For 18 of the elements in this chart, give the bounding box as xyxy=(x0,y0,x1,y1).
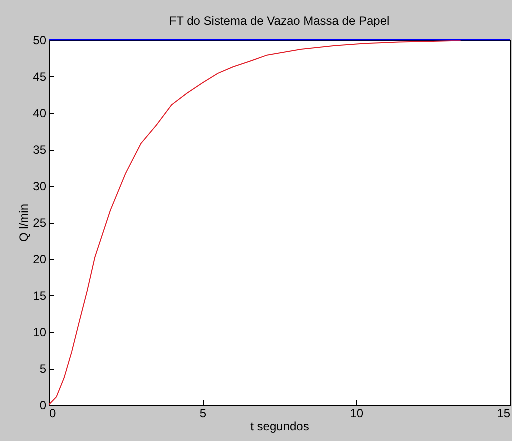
y-tick-label: 45 xyxy=(33,70,47,84)
x-tick-label: 5 xyxy=(200,406,207,420)
y-axis-title: Q l/min xyxy=(17,204,32,242)
y-tick-label: 35 xyxy=(33,143,47,157)
x-tick-label: 15 xyxy=(497,406,511,420)
y-tick-label: 30 xyxy=(33,180,47,194)
y-tick-label: 50 xyxy=(33,34,47,48)
y-tick-label: 15 xyxy=(33,289,47,303)
x-axis-title: t segundos xyxy=(250,420,310,434)
chart-title: FT do Sistema de Vazao Massa de Papel xyxy=(169,14,390,28)
y-tick-label: 25 xyxy=(33,216,47,230)
line-series xyxy=(49,40,462,405)
x-tick-label: 10 xyxy=(350,406,364,420)
y-tick-label: 5 xyxy=(40,362,47,376)
y-tick-label: 10 xyxy=(33,326,47,340)
x-tick-label: 0 xyxy=(50,406,56,420)
y-tick-label: 40 xyxy=(33,106,47,120)
y-tick-label: 20 xyxy=(33,252,47,266)
